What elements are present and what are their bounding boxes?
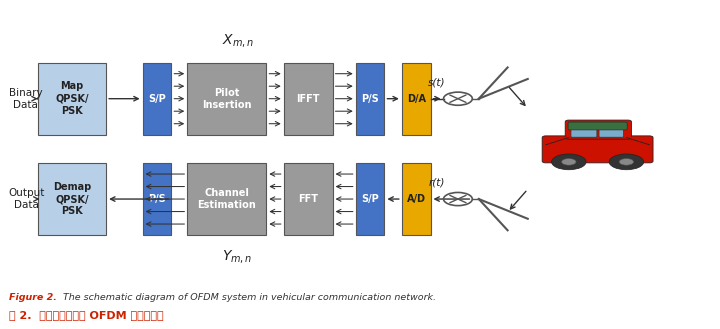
FancyBboxPatch shape — [402, 63, 431, 135]
Text: S/P: S/P — [148, 94, 166, 104]
Text: $X_{m,n}$: $X_{m,n}$ — [222, 32, 253, 49]
FancyBboxPatch shape — [143, 63, 171, 135]
Polygon shape — [626, 138, 649, 145]
Text: Output
Data: Output Data — [9, 188, 45, 210]
Circle shape — [619, 159, 634, 165]
FancyBboxPatch shape — [284, 163, 333, 235]
FancyBboxPatch shape — [568, 122, 627, 130]
Polygon shape — [546, 138, 569, 145]
Text: Demap
QPSK/
PSK: Demap QPSK/ PSK — [53, 182, 91, 216]
Text: IFFT: IFFT — [297, 94, 320, 104]
FancyBboxPatch shape — [187, 63, 266, 135]
FancyBboxPatch shape — [143, 163, 171, 235]
FancyBboxPatch shape — [356, 63, 384, 135]
FancyBboxPatch shape — [571, 124, 597, 137]
Text: A/D: A/D — [407, 194, 426, 204]
Text: D/A: D/A — [407, 94, 426, 104]
Text: Channel
Estimation: Channel Estimation — [197, 188, 256, 210]
FancyBboxPatch shape — [38, 163, 107, 235]
FancyBboxPatch shape — [38, 63, 107, 135]
Text: The schematic diagram of OFDM system in vehicular communication network.: The schematic diagram of OFDM system in … — [60, 293, 436, 302]
FancyBboxPatch shape — [565, 120, 631, 139]
FancyBboxPatch shape — [187, 163, 266, 235]
Text: r(t): r(t) — [428, 178, 444, 188]
Text: $Y_{m,n}$: $Y_{m,n}$ — [222, 248, 253, 266]
Circle shape — [552, 154, 586, 170]
FancyBboxPatch shape — [542, 136, 653, 163]
Text: P/S: P/S — [361, 94, 379, 104]
Text: FFT: FFT — [298, 194, 318, 204]
Text: Binary
Data: Binary Data — [9, 88, 42, 110]
Text: Pilot
Insertion: Pilot Insertion — [202, 88, 251, 110]
Text: Figure 2.: Figure 2. — [9, 293, 56, 302]
Text: Map
QPSK/
PSK: Map QPSK/ PSK — [55, 81, 89, 116]
Circle shape — [562, 159, 576, 165]
Circle shape — [609, 154, 644, 170]
Text: P/S: P/S — [148, 194, 166, 204]
Text: 图 2.  车载通信网络中 OFDM 系统原理图: 图 2. 车载通信网络中 OFDM 系统原理图 — [9, 310, 163, 320]
FancyBboxPatch shape — [599, 124, 624, 137]
FancyBboxPatch shape — [356, 163, 384, 235]
FancyBboxPatch shape — [402, 163, 431, 235]
FancyBboxPatch shape — [284, 63, 333, 135]
Text: s(t): s(t) — [428, 77, 445, 87]
Text: S/P: S/P — [361, 194, 379, 204]
